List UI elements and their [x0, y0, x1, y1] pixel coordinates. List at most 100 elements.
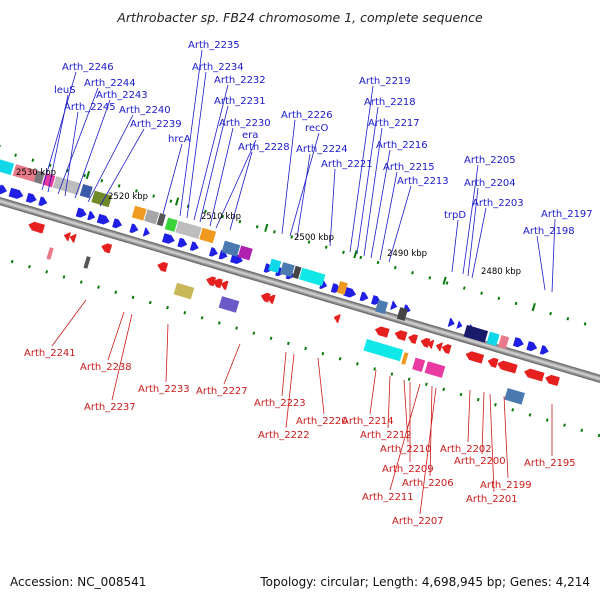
band-dot [411, 271, 414, 275]
band-dot [217, 321, 221, 325]
feature-box [12, 164, 38, 182]
feature-box [498, 335, 510, 349]
label-leader [57, 87, 99, 195]
label-leader [370, 149, 391, 259]
reverse-gene-arrow [394, 330, 408, 341]
label-leader [223, 343, 241, 385]
band-dot [97, 285, 100, 289]
band-dot [445, 281, 449, 285]
label-leader [74, 99, 111, 199]
gene-label: Arth_2224 [296, 144, 348, 155]
band-dot [373, 367, 377, 371]
band-dot [252, 331, 256, 335]
gene-label: Arth_2207 [392, 516, 444, 527]
reverse-gene-arrow [420, 337, 431, 348]
label-leader [389, 383, 421, 491]
label-leader [193, 84, 229, 221]
band-dot [407, 377, 411, 381]
reverse-gene-arrow [374, 326, 390, 338]
gene-label: recO [305, 123, 329, 134]
reverse-gene-arrow [427, 339, 435, 349]
tick-label: 2520 kbp [108, 192, 148, 202]
gene-label: Arth_2213 [397, 176, 449, 187]
reverse-gene-arrow [34, 223, 45, 234]
gene-label: Arth_2199 [480, 480, 532, 491]
forward-gene-arrow [75, 207, 87, 218]
tick-labels: 2530 kbp 2520 kbp 2510 kbp 2500 kbp 2490… [16, 168, 521, 277]
label-leader [429, 385, 433, 477]
gene-label: Arth_2235 [188, 40, 240, 51]
label-leader [317, 357, 325, 415]
label-leader [107, 311, 125, 361]
accession: Accession: NC_008541 [10, 575, 146, 589]
forward-gene-arrow [189, 241, 199, 251]
band-dot [390, 372, 394, 376]
gene-label: Arth_2228 [238, 142, 290, 153]
gene-label: Arth_2220 [296, 416, 348, 427]
gene-label: Arth_2197 [541, 209, 593, 220]
forward-gene-arrow [447, 317, 455, 327]
feature-box [486, 331, 500, 347]
feature-box [237, 245, 253, 261]
label-leader [281, 351, 287, 397]
label-leader [209, 127, 234, 227]
gene-label: trpD [444, 210, 466, 221]
label-leader [451, 219, 459, 273]
band-dot [442, 387, 446, 392]
genome-band [0, 144, 600, 438]
gene-label: Arth_2240 [119, 105, 171, 116]
band-dot [376, 260, 380, 265]
feature-box [412, 357, 426, 372]
band-dot [321, 351, 325, 356]
band-dot [286, 341, 290, 346]
band-dot [549, 311, 552, 316]
gene-label: Arth_2210 [380, 444, 432, 455]
label-leader [503, 395, 509, 479]
label-leader [281, 119, 296, 235]
feature-box [363, 339, 404, 362]
band-dot [356, 362, 359, 366]
feature-box [463, 324, 489, 343]
feature-box [164, 217, 178, 232]
label-leader [186, 71, 207, 219]
reverse-gene-arrow [465, 351, 485, 364]
band-dot [304, 346, 308, 351]
gene-label: Arth_2223 [254, 398, 306, 409]
reverse-gene-arrow [212, 278, 223, 289]
tick-label: 2530 kbp [16, 168, 56, 178]
forward-gene-arrow [526, 341, 538, 352]
sequence-summary: Topology: circular; Length: 4,698,945 bp… [259, 575, 590, 589]
feature-box [268, 258, 282, 274]
band-dot [62, 275, 66, 279]
reverse-gene-arrow [267, 294, 276, 304]
reverse-gene-arrow [260, 292, 271, 303]
reverse-gene-arrow [435, 342, 443, 352]
label-leaders [41, 49, 556, 515]
band-dot [148, 300, 152, 305]
tick-mark [174, 197, 180, 206]
feature-box [396, 307, 408, 321]
forward-gene-arrow [0, 184, 7, 195]
band-dot [290, 235, 294, 239]
band-dot [583, 322, 587, 326]
label-leader [329, 168, 336, 247]
forward-gene-arrow [162, 233, 175, 244]
label-leader [489, 393, 495, 493]
gene-label: Arth_2244 [84, 78, 136, 89]
band-dot [166, 305, 169, 310]
reverse-gene-arrow [545, 374, 560, 387]
band-dot [342, 250, 345, 255]
band-dot [528, 413, 532, 417]
reverse-gene-arrow [63, 232, 71, 242]
gene-label: Arth_2201 [466, 494, 518, 505]
forward-gene-arrow [142, 227, 150, 237]
band-dot [566, 317, 570, 321]
gene-label: Arth_2226 [281, 110, 333, 121]
gene-label: era [242, 130, 258, 141]
forward-gene-arrow [390, 300, 398, 310]
gene-label: Arth_2221 [321, 159, 373, 170]
reverse-gene-arrow [69, 233, 77, 243]
band-dot [497, 296, 501, 301]
gene-label: Arth_2205 [464, 155, 516, 166]
